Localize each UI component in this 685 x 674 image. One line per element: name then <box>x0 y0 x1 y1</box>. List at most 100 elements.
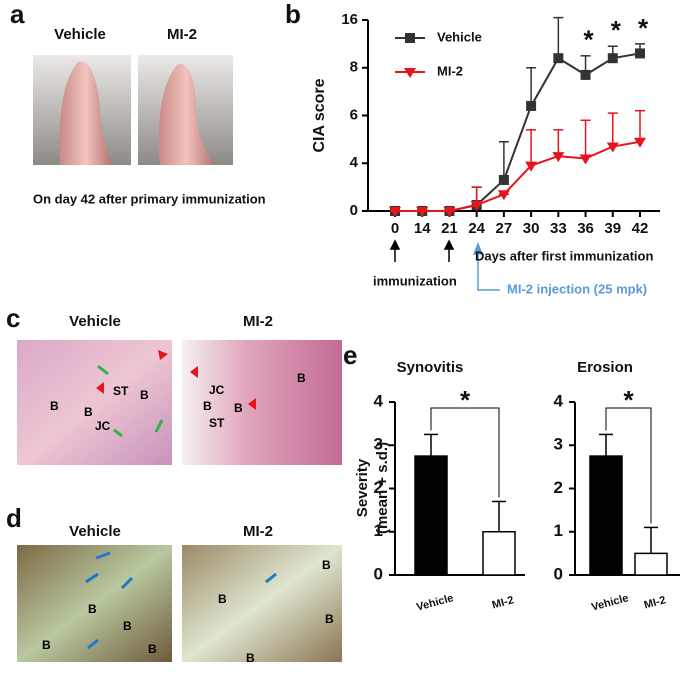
x-tick-label: Vehicle <box>590 592 630 613</box>
y-tick-label: 3 <box>374 435 383 454</box>
significance-bracket <box>430 407 500 498</box>
marker <box>553 53 564 64</box>
caption: On day 42 after primary immunization <box>33 191 266 206</box>
y-tick-label: 6 <box>350 106 358 123</box>
group-label: MI-2 <box>167 26 197 43</box>
significance-bracket <box>605 407 652 524</box>
bar <box>414 455 448 576</box>
x-tick-label: 33 <box>550 220 567 237</box>
panel-letter: c <box>6 303 20 333</box>
injection-label: MI-2 injection (25 mpk) <box>507 281 647 296</box>
group-label: Vehicle <box>69 313 121 330</box>
y-tick-label: 8 <box>350 59 358 76</box>
y-tick-label: 4 <box>350 154 359 171</box>
y-axis-label: (mean + s.d.) <box>374 442 391 534</box>
significance: * <box>583 25 594 55</box>
bar <box>482 531 516 576</box>
injection-arrow <box>472 241 500 291</box>
arrow-label: immunization <box>373 273 457 288</box>
marker <box>634 137 646 148</box>
x-tick-label: 27 <box>496 220 513 237</box>
bar <box>589 455 623 576</box>
tissue-label: JC <box>209 383 225 397</box>
marker <box>443 207 456 217</box>
x-tick-label: 30 <box>523 220 540 237</box>
arrows <box>85 551 277 650</box>
x-tick-label: 14 <box>414 220 431 237</box>
marker <box>498 174 509 185</box>
tissue-label: B <box>322 558 331 572</box>
group-label: MI-2 <box>243 313 273 330</box>
tissue-label: B <box>297 371 306 385</box>
x-tick-label: 21 <box>441 220 458 237</box>
bar <box>634 552 668 576</box>
y-tick-label: 1 <box>374 521 383 540</box>
tissue-label: ST <box>209 416 225 430</box>
chart-title: Erosion <box>577 359 633 376</box>
tissue-label: B <box>203 399 212 413</box>
panel-letter: d <box>6 503 22 533</box>
marker <box>606 142 619 153</box>
x-tick-label: 24 <box>468 220 485 237</box>
paw <box>158 63 214 166</box>
panel-letter: a <box>10 0 25 29</box>
marker <box>635 48 645 59</box>
group-label: Vehicle <box>54 26 106 43</box>
histology-image <box>17 340 172 465</box>
x-tick-label: MI-2 <box>643 594 667 611</box>
panel-letter: b <box>285 0 301 29</box>
marker <box>580 69 591 80</box>
tissue-label: JC <box>95 419 111 433</box>
y-tick-label: 0 <box>350 202 358 219</box>
x-tick-label: 39 <box>604 220 621 237</box>
x-tick-label: MI-2 <box>491 594 515 611</box>
legend-marker <box>405 33 415 43</box>
tissue-label: B <box>123 619 132 633</box>
marker <box>525 161 538 172</box>
tissue-label: B <box>234 401 243 415</box>
tissue-label: B <box>246 651 255 665</box>
arrowheads <box>96 350 256 438</box>
marker <box>497 190 510 201</box>
x-axis-label: Days after first immunization <box>475 248 653 263</box>
tissue-label: B <box>42 638 51 652</box>
histology-image <box>182 340 342 465</box>
series-line <box>395 140 641 212</box>
tissue-label: B <box>50 399 59 413</box>
marker <box>579 154 592 165</box>
marker <box>552 152 565 163</box>
y-tick-label: 4 <box>374 391 384 410</box>
y-tick-label: 4 <box>554 391 564 410</box>
x-tick-label: Vehicle <box>415 592 455 613</box>
legend-label: Vehicle <box>437 29 482 44</box>
x-tick-label: 0 <box>391 220 399 237</box>
significance: * <box>460 385 471 415</box>
y-tick-label: 3 <box>554 435 563 454</box>
legend-label: MI-2 <box>437 63 463 78</box>
tissue-label: B <box>325 612 334 626</box>
y-tick-label: 0 <box>554 564 563 583</box>
tissue-label: ST <box>113 384 129 398</box>
tissue-label: B <box>218 592 227 606</box>
histology-image <box>182 545 342 662</box>
group-label: Vehicle <box>69 523 121 540</box>
y-axis-label: CIA score <box>311 78 328 152</box>
x-tick-label: 42 <box>632 220 649 237</box>
y-tick-label: 0 <box>374 564 383 583</box>
marker <box>526 100 537 111</box>
legend-marker <box>404 68 416 78</box>
marker <box>607 53 618 64</box>
marker <box>470 201 483 212</box>
group-label: MI-2 <box>243 523 273 540</box>
y-tick-label: 16 <box>341 11 358 28</box>
y-tick-label: 1 <box>554 521 563 540</box>
significance: * <box>623 385 634 415</box>
paw <box>59 61 112 165</box>
tissue-label: B <box>140 388 149 402</box>
significance: * <box>638 13 649 43</box>
tissue-label: B <box>84 405 93 419</box>
y-tick-label: 2 <box>554 478 563 497</box>
marker <box>389 207 401 217</box>
